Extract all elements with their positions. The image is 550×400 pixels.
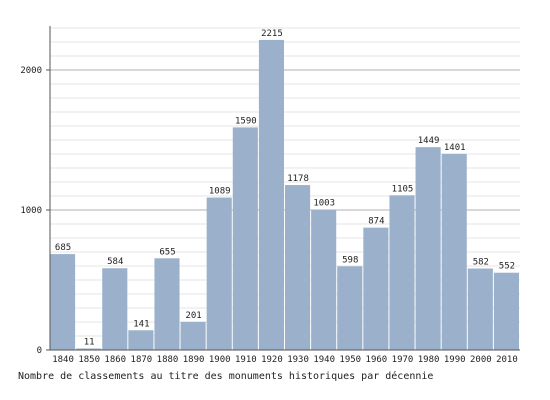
value-labels: 685 11 584 141 655 201 1089 1590 2215 1178 1003 598… [55, 29, 515, 348]
value-label-1990: 1401 [444, 143, 466, 153]
bar-1940 [311, 209, 337, 350]
x-tick-label-1960: 1960 [366, 355, 388, 365]
bar-1990 [441, 153, 467, 350]
x-tick-label-1880: 1880 [157, 355, 179, 365]
bar-1890 [180, 321, 206, 350]
value-label-1940: 1003 [313, 199, 335, 209]
value-label-1900: 1089 [209, 187, 231, 197]
x-tick-label-1930: 1930 [287, 355, 309, 365]
value-label-1980: 1449 [418, 136, 440, 146]
bar-1950 [337, 266, 363, 350]
bar-1980 [415, 147, 441, 350]
chart-caption: Nombre de classements au titre des monum… [18, 371, 434, 382]
value-label-1970: 1105 [392, 184, 414, 194]
bar-2000 [467, 268, 493, 350]
y-tick-label-0: 0 [37, 346, 42, 356]
x-tick-label-1950: 1950 [339, 355, 361, 365]
bar-1970 [389, 195, 415, 350]
x-tick-label-1980: 1980 [418, 355, 440, 365]
x-tick-label-1860: 1860 [104, 355, 126, 365]
value-label-2000: 582 [473, 258, 489, 268]
x-tick-label-2010: 2010 [496, 355, 518, 365]
x-tick-label-1870: 1870 [131, 355, 153, 365]
value-label-2010: 552 [499, 262, 515, 272]
value-label-1930: 1178 [287, 174, 309, 184]
x-tick-label-1970: 1970 [392, 355, 414, 365]
value-label-1870: 141 [133, 319, 149, 329]
bar-1840 [50, 254, 76, 350]
y-tick-label-2000: 2000 [20, 66, 42, 76]
bar-1960 [363, 227, 389, 350]
value-label-1910: 1590 [235, 116, 257, 126]
x-tick-label-2000: 2000 [470, 355, 492, 365]
x-tick-label-1850: 1850 [78, 355, 100, 365]
y-tick-label-1000: 1000 [20, 206, 42, 216]
x-tick-label-1910: 1910 [235, 355, 257, 365]
value-label-1960: 874 [368, 217, 384, 227]
bar-1850 [76, 348, 102, 350]
x-tick-label-1940: 1940 [313, 355, 335, 365]
y-tick-labels: 0 1000 2000 [20, 66, 42, 356]
bars [50, 39, 519, 351]
bar-1870 [128, 330, 154, 350]
bar-2010 [493, 272, 519, 350]
bar-1880 [154, 258, 180, 350]
value-label-1920: 2215 [261, 29, 283, 39]
x-tick-label-1890: 1890 [183, 355, 205, 365]
x-tick-label-1840: 1840 [52, 355, 74, 365]
value-label-1890: 201 [185, 311, 201, 321]
x-tick-label-1990: 1990 [444, 355, 466, 365]
value-label-1950: 598 [342, 255, 358, 265]
bar-1930 [285, 185, 311, 350]
value-label-1840: 685 [55, 243, 71, 253]
x-tick-label-1900: 1900 [209, 355, 231, 365]
value-label-1860: 584 [107, 257, 123, 267]
value-label-1850: 11 [84, 337, 95, 347]
bar-1920 [258, 39, 284, 351]
axes [46, 26, 520, 351]
value-label-1880: 655 [159, 247, 175, 257]
bar-1900 [206, 197, 232, 350]
bar-1860 [102, 268, 128, 350]
x-tick-label-1920: 1920 [261, 355, 283, 365]
x-tick-labels: 1840 1850 1860 1870 1880 1890 1900 1910 1920 1930… [52, 355, 518, 365]
bar-1910 [232, 127, 258, 351]
